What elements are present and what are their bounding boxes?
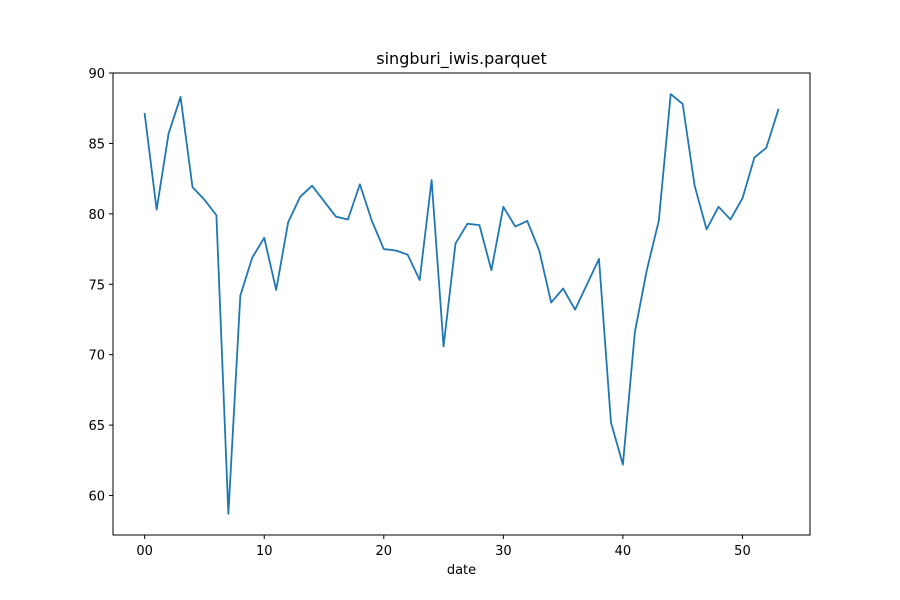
y-tick-label: 70: [88, 349, 105, 364]
x-tick-label: 10: [256, 544, 273, 559]
y-tick-label: 65: [88, 419, 105, 434]
y-tick-label: 75: [88, 278, 105, 293]
y-tick-label: 80: [88, 208, 105, 223]
x-axis-label: date: [447, 563, 476, 578]
plot-area: 00 10 20 30 40 50 60 65 70 75 80 85 90: [88, 67, 811, 559]
x-tick-label: 40: [615, 544, 632, 559]
y-tick-label: 90: [88, 67, 105, 82]
x-tick-label: 30: [495, 544, 512, 559]
axes-frame: [112, 72, 811, 536]
chart-title: singburi_iwis.parquet: [376, 49, 546, 69]
y-tick-label: 60: [88, 490, 105, 505]
x-tick-label: 50: [734, 544, 751, 559]
x-tick-label: 20: [376, 544, 393, 559]
series-line-0: [143, 93, 780, 515]
y-tick-label: 85: [88, 137, 105, 152]
x-tick-label: 00: [136, 544, 153, 559]
